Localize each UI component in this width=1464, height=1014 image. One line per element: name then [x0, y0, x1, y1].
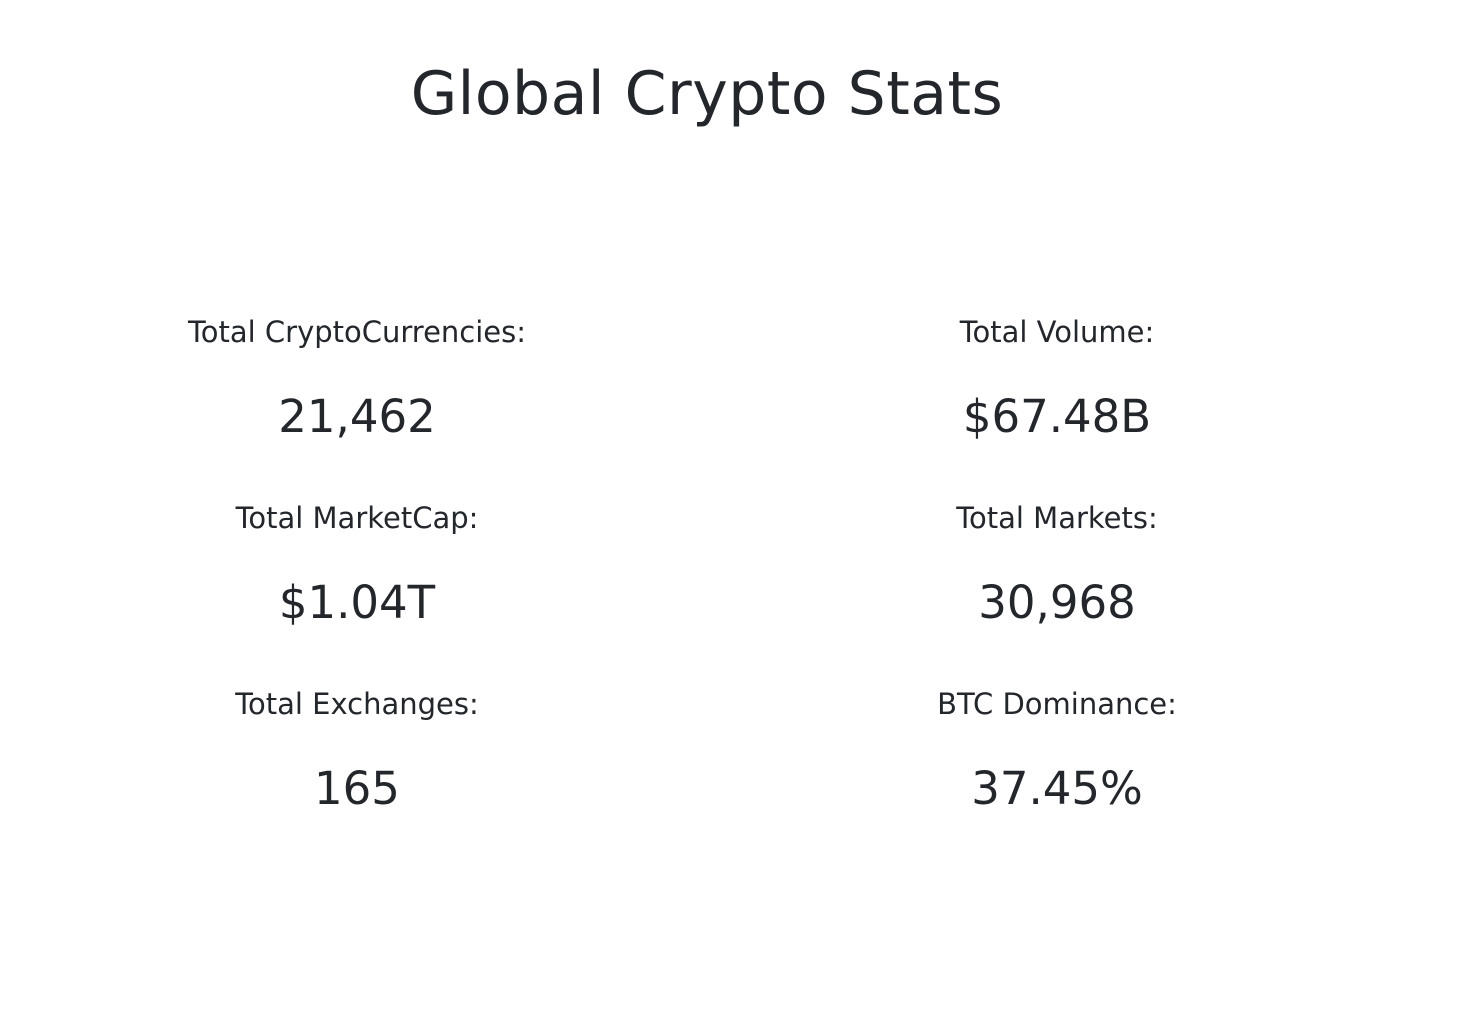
stat-label: Total Exchanges: [235, 687, 479, 721]
stat-total-exchanges: Total Exchanges: 165 [57, 670, 657, 856]
stat-value: 37.45% [971, 762, 1143, 815]
stat-label: Total MarketCap: [235, 501, 479, 535]
stat-total-markets: Total Markets: 30,968 [757, 484, 1357, 670]
page-title: Global Crypto Stats [410, 59, 1004, 129]
stat-value: 165 [314, 762, 400, 815]
stat-value: 30,968 [978, 576, 1136, 629]
stat-label: BTC Dominance: [937, 687, 1177, 721]
stat-label: Total Volume: [959, 315, 1155, 349]
stat-label: Total Markets: [956, 501, 1158, 535]
stat-value: 21,462 [278, 390, 436, 443]
stat-total-cryptocurrencies: Total CryptoCurrencies: 21,462 [57, 298, 657, 484]
stat-btc-dominance: BTC Dominance: 37.45% [757, 670, 1357, 856]
stats-column-right: Total Volume: $67.48B Total Markets: 30,… [757, 298, 1357, 856]
stats-column-left: Total CryptoCurrencies: 21,462 Total Mar… [57, 298, 657, 856]
stat-total-volume: Total Volume: $67.48B [757, 298, 1357, 484]
stat-label: Total CryptoCurrencies: [187, 315, 527, 349]
stat-total-marketcap: Total MarketCap: $1.04T [57, 484, 657, 670]
stat-value: $1.04T [278, 576, 436, 629]
stat-value: $67.48B [962, 390, 1152, 443]
